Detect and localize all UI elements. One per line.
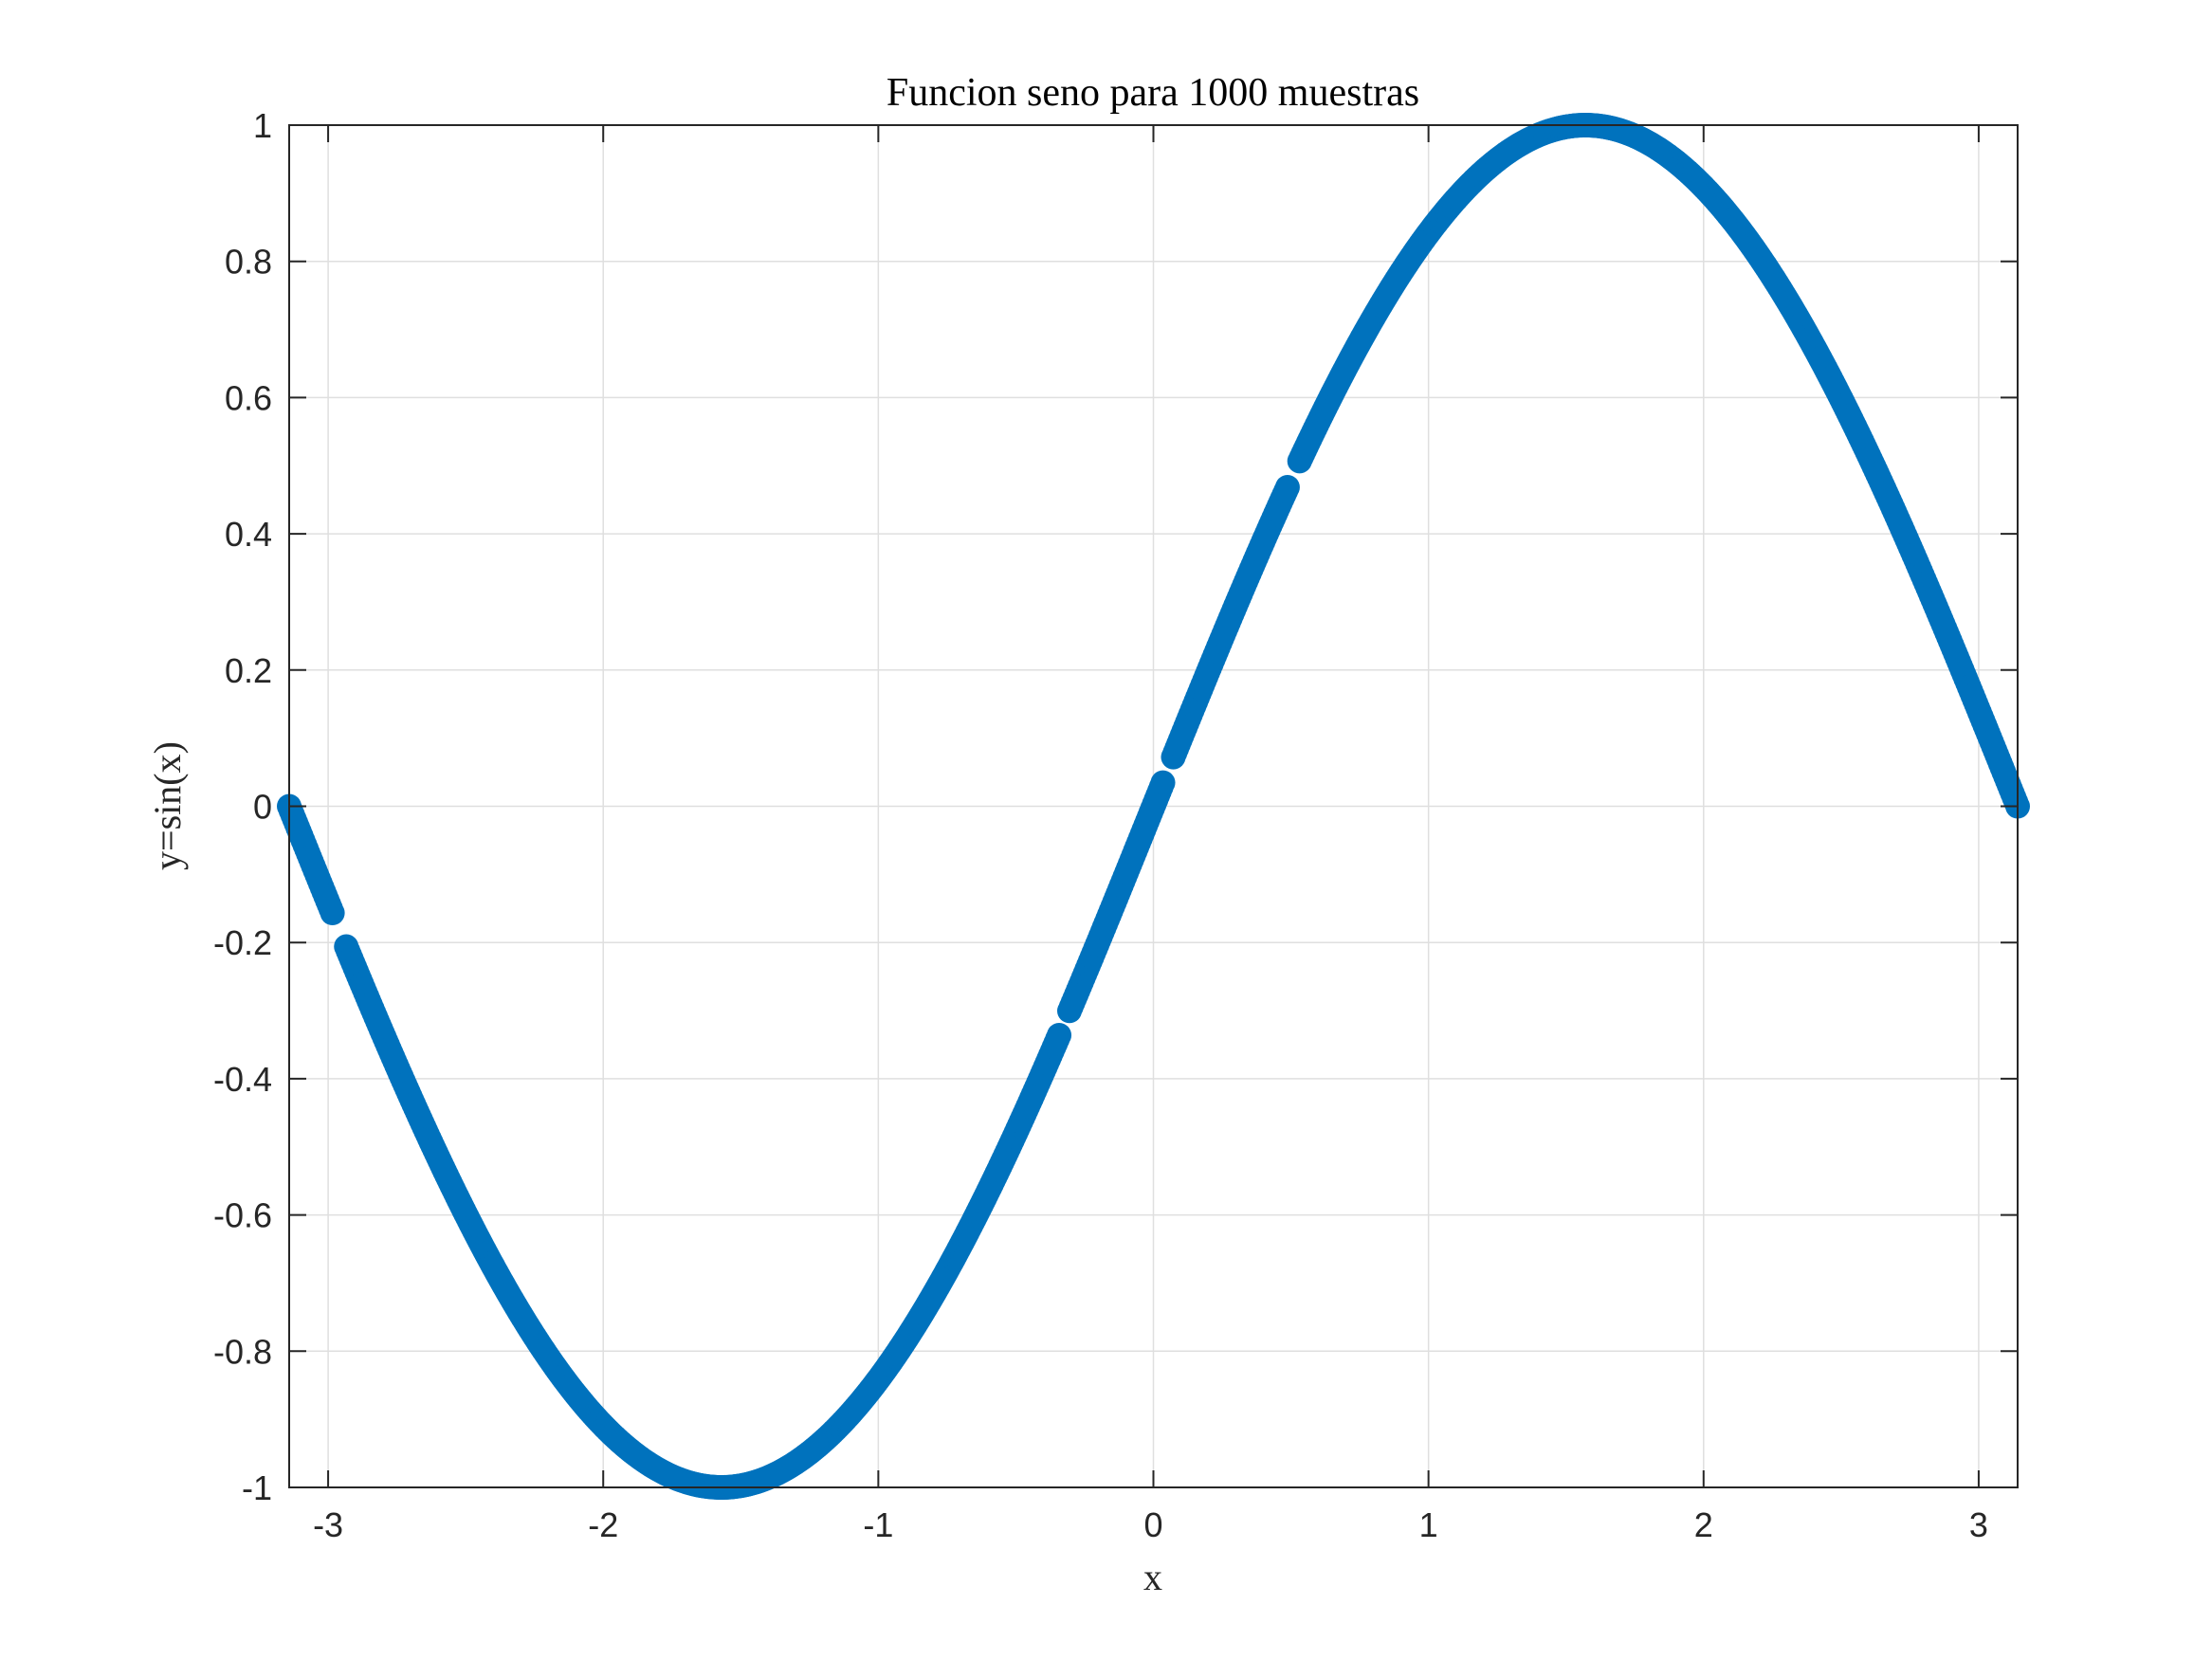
- x-tick-label: 2: [1694, 1505, 1713, 1544]
- y-tick-label: 1: [253, 106, 272, 145]
- y-tick-label: 0.6: [225, 378, 272, 417]
- x-tick-labels: -3 -2 -1 0 1 2 3: [313, 1505, 1988, 1544]
- x-tick-label: -1: [863, 1505, 893, 1544]
- data-point: [320, 901, 345, 926]
- y-tick-label: 0: [253, 788, 272, 827]
- x-tick-label: -3: [313, 1505, 343, 1544]
- data-point: [1150, 770, 1176, 795]
- data-points: [277, 113, 2030, 1500]
- x-tick-label: 0: [1143, 1505, 1162, 1544]
- y-tick-labels: -1 -0.8 -0.6 -0.4 -0.2 0 0.2 0.4 0.6 0.8 1: [213, 106, 272, 1507]
- y-tick-label: -1: [242, 1468, 272, 1507]
- data-point: [1274, 474, 1300, 500]
- y-tick-label: -0.6: [213, 1196, 272, 1235]
- x-tick-label: 1: [1419, 1505, 1438, 1544]
- tick-marks: [289, 124, 2018, 1488]
- data-point: [1047, 1022, 1072, 1048]
- y-tick-label: -0.4: [213, 1060, 272, 1099]
- y-tick-label: -0.2: [213, 923, 272, 962]
- x-axis-label: x: [1143, 1556, 1162, 1598]
- y-tick-label: 0.2: [225, 651, 272, 690]
- y-tick-label: -0.8: [213, 1332, 272, 1371]
- x-tick-label: 3: [1969, 1505, 1988, 1544]
- chart-title: Funcion seno para 1000 muestras: [887, 71, 1419, 115]
- y-tick-label: 0.4: [225, 515, 272, 554]
- y-tick-label: 0.8: [225, 243, 272, 282]
- y-axis-label: y=sin(x): [146, 741, 189, 870]
- x-tick-label: -2: [588, 1505, 618, 1544]
